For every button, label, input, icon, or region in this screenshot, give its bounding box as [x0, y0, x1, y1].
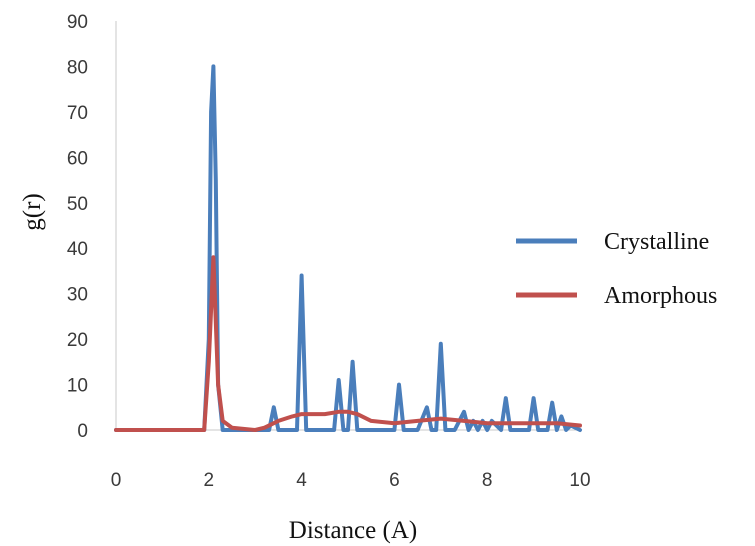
x-tick-label: 0 [111, 470, 122, 491]
series-line-amorphous [114, 255, 582, 432]
y-tick-label: 80 [67, 57, 88, 78]
series-line-crystalline [114, 64, 582, 432]
y-tick-label: 50 [67, 194, 88, 215]
x-axis-title: Distance (A) [289, 517, 417, 544]
legend-label-crystalline: Crystalline [604, 229, 709, 255]
series-layer [114, 64, 582, 432]
y-tick-label: 90 [67, 12, 88, 33]
x-tick-label: 4 [296, 470, 307, 491]
y-tick-label: 30 [67, 285, 88, 306]
x-tick-label: 8 [482, 470, 493, 491]
x-tick-label: 6 [389, 470, 400, 491]
y-tick-label: 40 [67, 239, 88, 260]
y-tick-label: 0 [77, 421, 88, 442]
y-tick-label: 60 [67, 148, 88, 169]
x-tick-label: 2 [204, 470, 215, 491]
legend: Crystalline Amorphous [516, 229, 717, 309]
y-tick-label: 70 [67, 103, 88, 124]
y-axis-title: g(r) [19, 193, 46, 230]
x-axis-ticks: 0 2 4 6 8 10 [111, 470, 591, 491]
x-tick-label: 10 [569, 470, 590, 491]
y-tick-label: 20 [67, 330, 88, 351]
legend-label-amorphous: Amorphous [604, 283, 717, 309]
y-axis-ticks: 0 10 20 30 40 50 60 70 80 90 [67, 12, 88, 442]
y-tick-label: 10 [67, 376, 88, 397]
